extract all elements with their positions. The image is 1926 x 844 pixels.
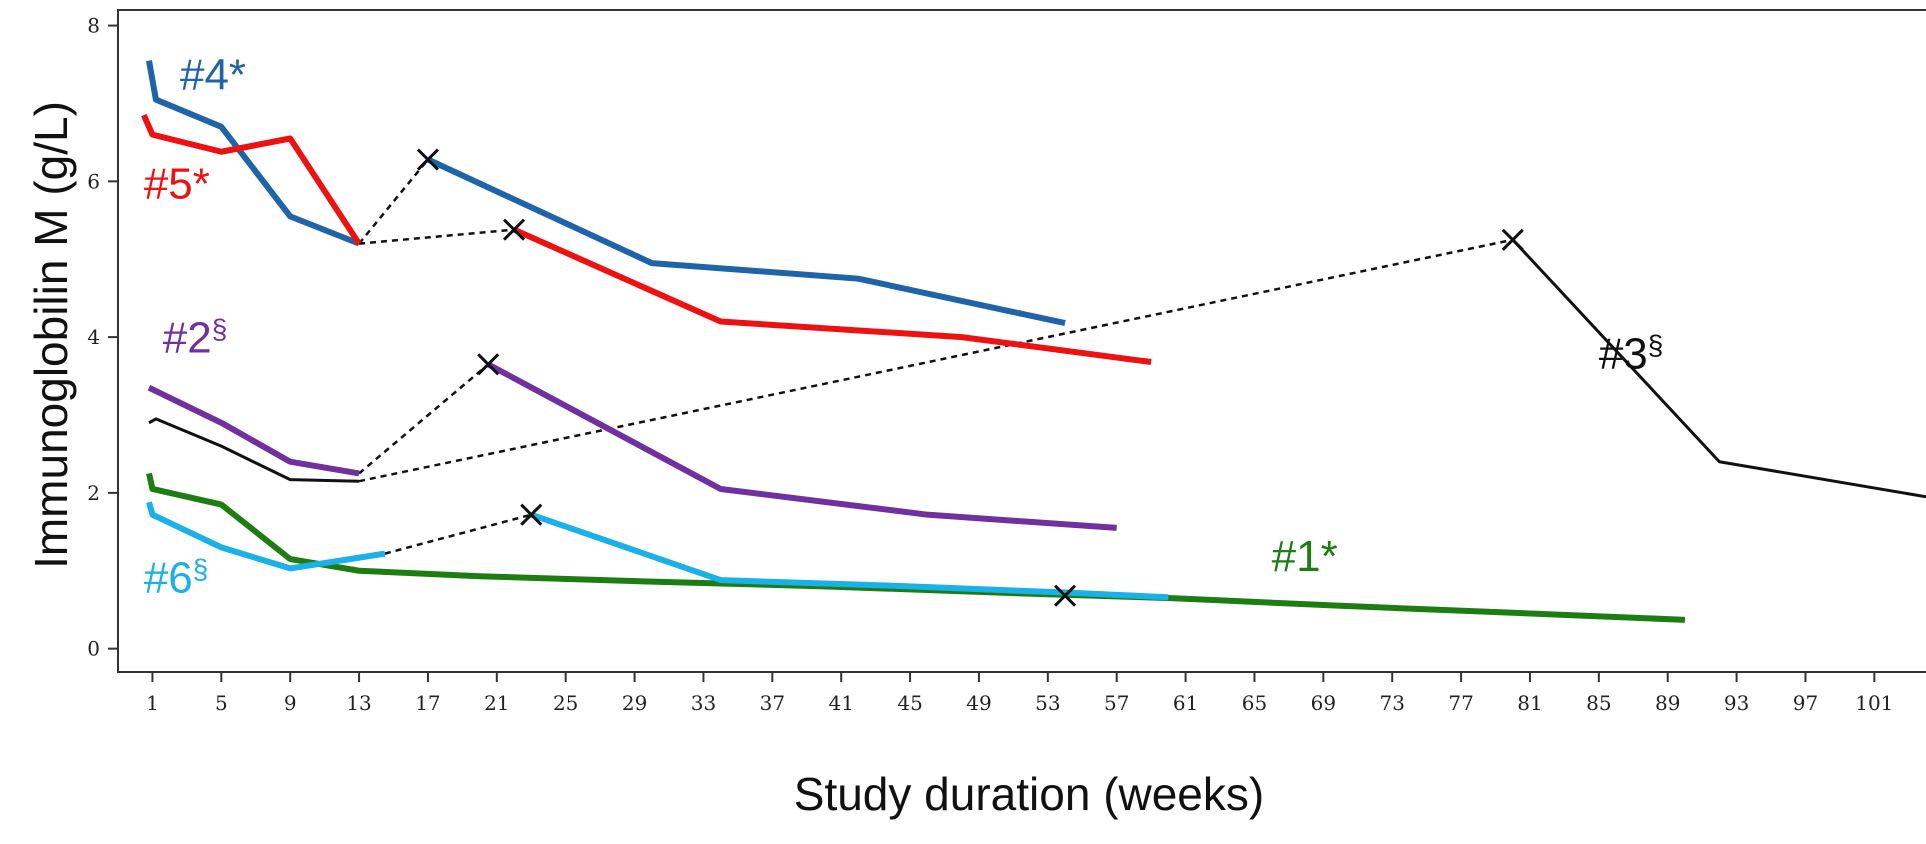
series-2-label: #2§	[163, 314, 228, 363]
series-5-gap-line	[358, 228, 515, 245]
series-1-line	[146, 472, 1686, 623]
x-tick-label: 13	[346, 691, 371, 715]
x-tick-label: 61	[1173, 691, 1198, 715]
series-1-label: #1*	[1272, 532, 1338, 581]
x-tick-label: 21	[484, 691, 509, 715]
series-2-line-after	[486, 361, 1117, 531]
x-tick-label: 65	[1242, 691, 1267, 715]
series-4-label: #4*	[180, 50, 246, 99]
y-tick-label: 6	[87, 169, 100, 193]
series-4-gap-line	[358, 158, 429, 245]
x-tick-label: 29	[622, 691, 647, 715]
x-tick-label: 93	[1724, 691, 1749, 715]
series-3-gap-line	[358, 238, 1513, 483]
series-6-line-after	[530, 511, 1169, 601]
series-3-label: #3§	[1599, 329, 1664, 378]
x-tick-label: 49	[966, 691, 991, 715]
x-tick-label: 85	[1586, 691, 1611, 715]
markers-layer	[416, 148, 1524, 607]
series-5-line-after	[512, 226, 1152, 366]
x-tick-label: 17	[415, 691, 440, 715]
x-tick-label: 69	[1311, 691, 1336, 715]
labels-layer: #1* #2§ #3§ #4* #5* #6§	[144, 50, 1664, 602]
x-tick-label: 89	[1655, 691, 1680, 715]
y-tick-label: 8	[87, 14, 100, 38]
series-2-line	[147, 385, 360, 477]
series-3-line-after	[1511, 238, 1926, 499]
series-6-line	[146, 501, 386, 572]
x-tick-label: 97	[1793, 691, 1818, 715]
x-tick-label: 57	[1104, 691, 1129, 715]
x-tick-label: 101	[1855, 691, 1893, 715]
series-6-gap-line	[384, 513, 532, 555]
x-tick-label: 73	[1379, 691, 1404, 715]
series-6-x-marker	[520, 503, 543, 526]
x-tick-label: 33	[691, 691, 716, 715]
y-tick-label: 0	[87, 637, 100, 661]
y-tick-label: 4	[87, 325, 100, 349]
x-tick-label: 41	[828, 691, 853, 715]
series-3-x-marker	[1501, 228, 1524, 251]
series-4-line-after	[426, 156, 1066, 327]
x-tick-label: 9	[284, 691, 297, 715]
series-4-x-marker	[416, 148, 440, 171]
x-axis-title: Study duration (weeks)	[794, 768, 1264, 820]
x-tick-label: 53	[1035, 691, 1060, 715]
series-2-x-marker	[477, 353, 500, 376]
plot-frame	[117, 9, 1926, 673]
x-tick-label: 77	[1448, 691, 1473, 715]
lines-layer	[141, 60, 1926, 623]
x-tick-label: 37	[760, 691, 785, 715]
series-6-x-marker	[1053, 584, 1077, 607]
x-tick-label: 1	[146, 691, 159, 715]
series-5-line	[141, 113, 362, 246]
series-5-label: #5*	[144, 159, 210, 208]
x-tick-label: 45	[897, 691, 922, 715]
ticks-layer: 1 5 9 13 17 21 25 29 33 37 41 45 49 53 57 61 65 69 73 77 81 8…	[87, 14, 1893, 715]
x-tick-label: 81	[1517, 691, 1542, 715]
x-tick-label: 5	[215, 691, 228, 715]
series-6-label: #6§	[144, 554, 209, 603]
series-3-line	[148, 417, 360, 483]
y-axis-title: Immunoglobilin M (g/L)	[25, 101, 77, 569]
series-4-line	[146, 60, 361, 247]
y-tick-label: 2	[87, 481, 100, 505]
x-tick-label: 25	[553, 691, 578, 715]
series-5-x-marker	[502, 218, 526, 241]
